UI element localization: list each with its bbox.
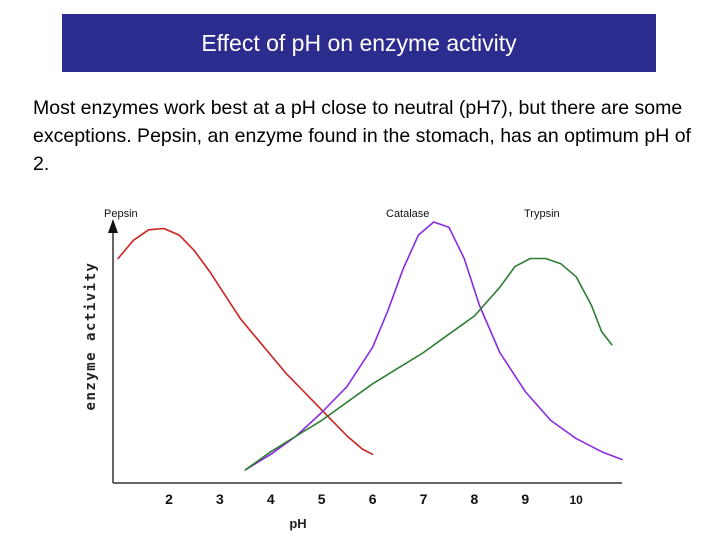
x-tick-label: 6: [369, 491, 377, 507]
slide-title-bar: Effect of pH on enzyme activity: [62, 14, 656, 72]
x-tick-label: 5: [318, 491, 326, 507]
x-tick-label: 9: [521, 491, 529, 507]
x-tick-label: 3: [216, 491, 224, 507]
series-line-trypsin: [244, 257, 613, 471]
y-axis-label: enzyme activity: [83, 262, 99, 411]
intro-paragraph: Most enzymes work best at a pH close to …: [33, 97, 691, 175]
x-tick-label: 8: [470, 491, 478, 507]
x-tick-label: 2: [165, 491, 173, 507]
series-line-catalase: [244, 221, 623, 471]
chart-axes: [108, 219, 622, 484]
chart-series-labels: Pepsin Catalase Trypsin: [104, 208, 560, 220]
x-axis-label: pH: [289, 516, 306, 531]
chart-series-lines: [117, 221, 623, 471]
series-label-catalase: Catalase: [386, 208, 429, 220]
series-label-trypsin: Trypsin: [524, 208, 560, 220]
series-line-pepsin: [117, 227, 374, 456]
x-tick-label: 10: [570, 493, 584, 507]
x-tick-label: 4: [267, 491, 275, 507]
series-label-pepsin: Pepsin: [104, 208, 138, 220]
chart-x-ticks: 2 3 4 5 6 7 8 9 10: [165, 491, 583, 507]
x-tick-label: 7: [420, 491, 428, 507]
slide-title: Effect of pH on enzyme activity: [201, 29, 517, 56]
y-axis-arrow: [108, 219, 118, 233]
